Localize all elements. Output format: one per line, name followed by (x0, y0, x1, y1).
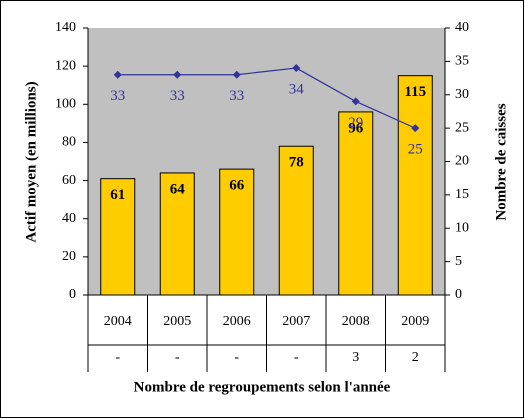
x-tick-label-2: - (175, 350, 180, 365)
y-tick-label: 100 (55, 97, 76, 112)
y-tick-label: 0 (69, 287, 76, 302)
x-tick-label: 2009 (401, 314, 429, 329)
plot-area (88, 28, 445, 295)
data-label: 33 (110, 88, 125, 104)
bar (159, 172, 195, 296)
data-label: 78 (289, 155, 304, 171)
line (117, 67, 416, 129)
x-tick-label: 2006 (223, 314, 251, 329)
y2-tick-label: 30 (455, 87, 469, 102)
data-label: 33 (229, 88, 244, 104)
y2-tick-label: 10 (455, 220, 469, 235)
data-label: 64 (170, 181, 186, 197)
bar (100, 178, 136, 296)
marker (411, 124, 420, 133)
data-label: 34 (289, 81, 305, 97)
y2-tick-label: 25 (455, 120, 469, 135)
marker (173, 70, 182, 79)
y-tick-label: 60 (62, 173, 76, 188)
marker (351, 97, 360, 106)
x-tick-label-2: - (294, 350, 299, 365)
data-label: 61 (110, 187, 125, 203)
y2-tick-label: 5 (455, 254, 462, 269)
data-label: 29 (348, 115, 363, 131)
x-axis-title: Nombre de regroupements selon l'année (134, 379, 391, 395)
data-label: 115 (404, 84, 426, 100)
y2-tick-label: 15 (455, 187, 469, 202)
y-tick-label: 40 (62, 211, 76, 226)
y2-tick-label: 0 (455, 287, 462, 302)
y-axis-title: Actif moyen (en millions) (23, 81, 39, 242)
data-label: 33 (170, 88, 185, 104)
bar (338, 111, 374, 296)
bar (219, 168, 255, 296)
x-tick-label-2: 2 (412, 350, 419, 365)
y-tick-label: 20 (62, 249, 76, 264)
x-tick-label-2: - (115, 350, 120, 365)
y2-tick-label: 35 (455, 54, 469, 69)
x-tick-label: 2007 (282, 314, 310, 329)
data-label: 96 (348, 120, 364, 136)
y2-tick-label: 40 (455, 20, 469, 35)
marker (292, 64, 301, 73)
x-tick-label: 2004 (104, 314, 132, 329)
data-label: 25 (408, 142, 423, 158)
y-tick-label: 140 (55, 20, 76, 35)
y2-tick-label: 20 (455, 154, 469, 169)
marker (113, 70, 122, 79)
data-label: 66 (229, 178, 245, 194)
y2-axis-title: Nombre de caisses (493, 103, 509, 220)
x-tick-label: 2008 (342, 314, 370, 329)
x-tick-label-2: - (234, 350, 239, 365)
y-tick-label: 80 (62, 135, 76, 150)
bar (278, 145, 314, 296)
y-tick-label: 120 (55, 58, 76, 73)
bar (397, 75, 433, 296)
x-tick-label-2: 3 (352, 350, 359, 365)
marker (232, 70, 241, 79)
x-tick-label: 2005 (163, 314, 191, 329)
